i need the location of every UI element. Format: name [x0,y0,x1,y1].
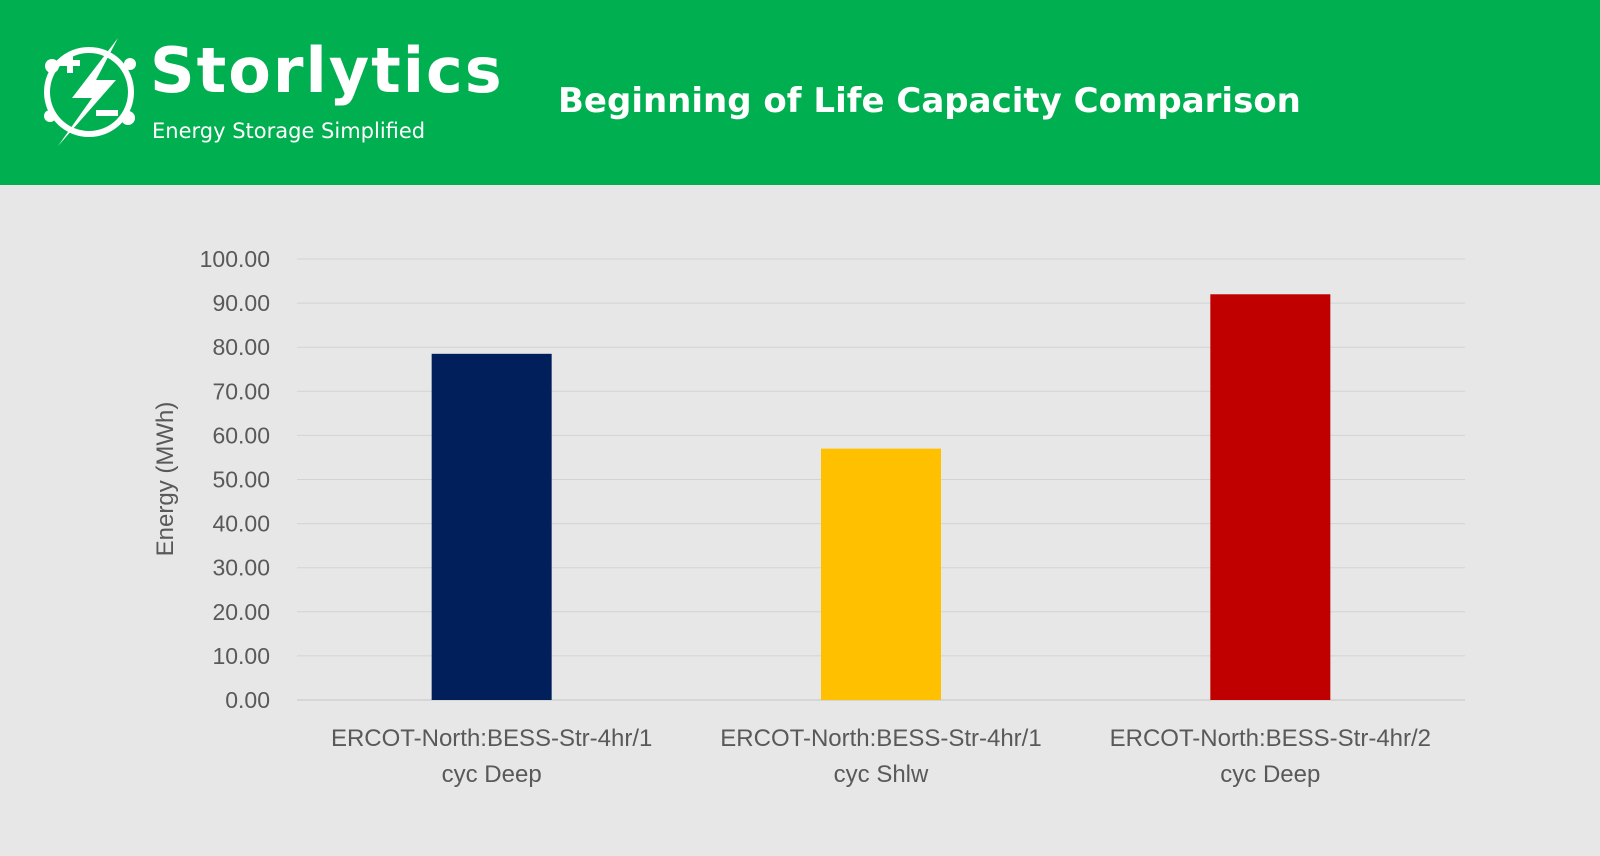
bar-3 [1210,294,1331,700]
y-axis-label: Energy (MWh) [152,402,179,557]
x-tick-label-line: ERCOT-North:BESS-Str-4hr/1 [331,725,652,752]
chart-title: Beginning of Life Capacity Comparison [558,81,1301,121]
x-tick-label-line: cyc Deep [442,761,542,788]
x-tick-label: ERCOT-North:BESS-Str-4hr/1 cyc Deep [331,725,652,788]
y-tick-label: 40.00 [212,511,270,537]
x-tick-label-line: cyc Shlw [834,761,929,788]
y-tick-label: 100.00 [200,246,270,272]
bar-2 [821,448,941,700]
x-tick-label: ERCOT-North:BESS-Str-4hr/1 cyc Shlw [720,725,1041,788]
y-tick-label: 60.00 [212,422,270,448]
x-tick-label-line: ERCOT-North:BESS-Str-4hr/2 [1110,725,1431,752]
y-tick-label: 20.00 [212,599,270,625]
brand-tagline: Energy Storage Simplified [152,119,426,143]
y-tick-label: 0.00 [225,687,270,713]
x-tick-label-line: ERCOT-North:BESS-Str-4hr/1 [720,725,1041,752]
header-banner: Storlytics Energy Storage Simplified Beg… [0,0,1600,185]
y-tick-label: 10.00 [212,643,270,669]
y-tick-label: 80.00 [212,334,270,360]
x-tick-label: ERCOT-North:BESS-Str-4hr/2 cyc Deep [1110,725,1431,788]
x-tick-label-line: cyc Deep [1220,761,1320,788]
y-tick-label: 50.00 [212,467,270,493]
y-tick-label: 30.00 [212,555,270,581]
y-tick-label: 70.00 [212,378,270,404]
bar-1 [431,353,552,700]
battery-lightning-icon [44,38,136,146]
y-tick-label: 90.00 [212,290,270,316]
brand-name: Storlytics [150,34,504,107]
